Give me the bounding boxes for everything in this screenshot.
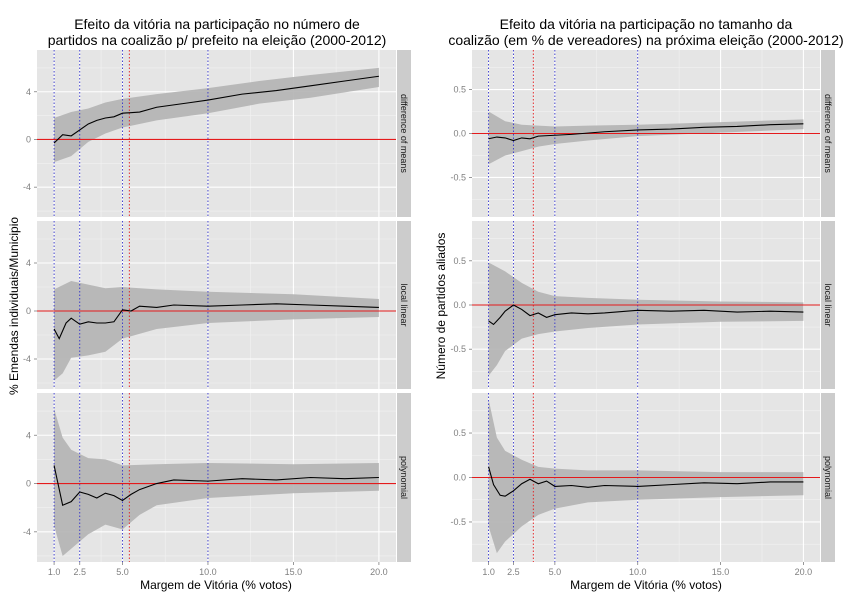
x-axis-label: Margem de Vitória (% votos) bbox=[140, 578, 292, 592]
x-tick-label: 15.0 bbox=[285, 567, 303, 577]
estimate-line bbox=[488, 304, 804, 326]
facet-strip-label: local linear bbox=[823, 283, 833, 326]
facet-strip-label: polynomial bbox=[823, 456, 833, 499]
y-tick-label: 4 bbox=[26, 87, 31, 97]
facet-strip-label: polynomial bbox=[399, 456, 409, 499]
y-tick-label: -0.5 bbox=[450, 344, 466, 354]
facet-local-linear: local linear -4 0 4 bbox=[23, 221, 411, 389]
confidence-band bbox=[488, 111, 804, 165]
facet-strip bbox=[821, 50, 835, 217]
y-tick-label: 0.0 bbox=[453, 473, 466, 483]
x-tick-label: 20.0 bbox=[795, 567, 813, 577]
y-tick-label: -4 bbox=[23, 527, 31, 537]
facet-strip-label: local linear bbox=[399, 283, 409, 326]
facet-difference-of-means: difference of means -4 0 4 bbox=[23, 50, 411, 217]
x-tick-label: 2.5 bbox=[507, 567, 520, 577]
chart-1: Efeito da vitória na participação no núm… bbox=[7, 16, 411, 592]
x-tick-label: 20.0 bbox=[370, 567, 388, 577]
x-tick-label: 10.0 bbox=[199, 567, 217, 577]
y-tick-label: 0.0 bbox=[453, 300, 466, 310]
chart-title-line1: Efeito da vitória na participação no tam… bbox=[500, 16, 793, 32]
x-tick-label: 10.0 bbox=[629, 567, 647, 577]
confidence-band bbox=[488, 399, 804, 554]
y-tick-label: 0 bbox=[26, 134, 31, 144]
y-tick-label: 0.5 bbox=[453, 256, 466, 266]
y-tick-label: 0 bbox=[26, 479, 31, 489]
facet-strip bbox=[821, 221, 835, 389]
y-tick-label: -0.5 bbox=[450, 172, 466, 182]
facet-strip bbox=[397, 221, 411, 389]
x-tick-label: 5.0 bbox=[116, 567, 129, 577]
y-tick-label: 4 bbox=[26, 258, 31, 268]
chart-title-line2: partidos na coalizão p/ prefeito na elei… bbox=[48, 32, 387, 48]
y-tick-label: 0.5 bbox=[453, 85, 466, 95]
facet-strip-label: difference of means bbox=[823, 94, 833, 173]
y-tick-label: -4 bbox=[23, 354, 31, 364]
y-axis-label: Número de partidos aliados bbox=[434, 233, 448, 380]
x-tick-label: 2.5 bbox=[73, 567, 86, 577]
facet-strip bbox=[821, 393, 835, 562]
x-tick-label: 15.0 bbox=[712, 567, 730, 577]
estimate-line bbox=[53, 75, 379, 144]
estimate-line bbox=[53, 465, 379, 507]
estimate-line bbox=[488, 123, 804, 142]
x-tick-label: 1.0 bbox=[482, 567, 495, 577]
estimate-line bbox=[488, 466, 804, 497]
y-tick-label: 4 bbox=[26, 430, 31, 440]
y-axis-label: % Emendas individuais/Municipio bbox=[7, 217, 21, 395]
y-tick-label: 0.0 bbox=[453, 129, 466, 139]
facet-strip-label: difference of means bbox=[399, 94, 409, 173]
confidence-band bbox=[54, 408, 379, 556]
facet-polynomial: polynomial -0.5 0.0 0.5 bbox=[450, 393, 835, 562]
facet-strip bbox=[397, 50, 411, 217]
facet-local-linear: local linear -0.5 0.0 0.5 bbox=[450, 221, 835, 389]
x-tick-label: 1.0 bbox=[48, 567, 61, 577]
facet-difference-of-means: difference of means -0.5 0.0 0.5 bbox=[450, 50, 835, 217]
chart-2: Efeito da vitória na participação no tam… bbox=[434, 16, 844, 592]
y-tick-label: 0 bbox=[26, 306, 31, 316]
y-tick-label: -4 bbox=[23, 182, 31, 192]
confidence-band bbox=[488, 262, 804, 376]
x-axis-label: Margem de Vitória (% votos) bbox=[570, 578, 722, 592]
confidence-band bbox=[54, 281, 379, 381]
estimate-line bbox=[53, 303, 379, 340]
confidence-band bbox=[54, 67, 379, 163]
y-tick-label: 0.5 bbox=[453, 428, 466, 438]
y-tick-label: -0.5 bbox=[450, 517, 466, 527]
chart-title-line2: coalizão (em % de vereadores) na próxima… bbox=[448, 32, 843, 48]
facet-strip bbox=[397, 393, 411, 562]
chart-title-line1: Efeito da vitória na participação no núm… bbox=[74, 16, 360, 32]
facet-polynomial: polynomial -4 0 4 bbox=[23, 393, 411, 562]
x-tick-label: 5.0 bbox=[549, 567, 562, 577]
